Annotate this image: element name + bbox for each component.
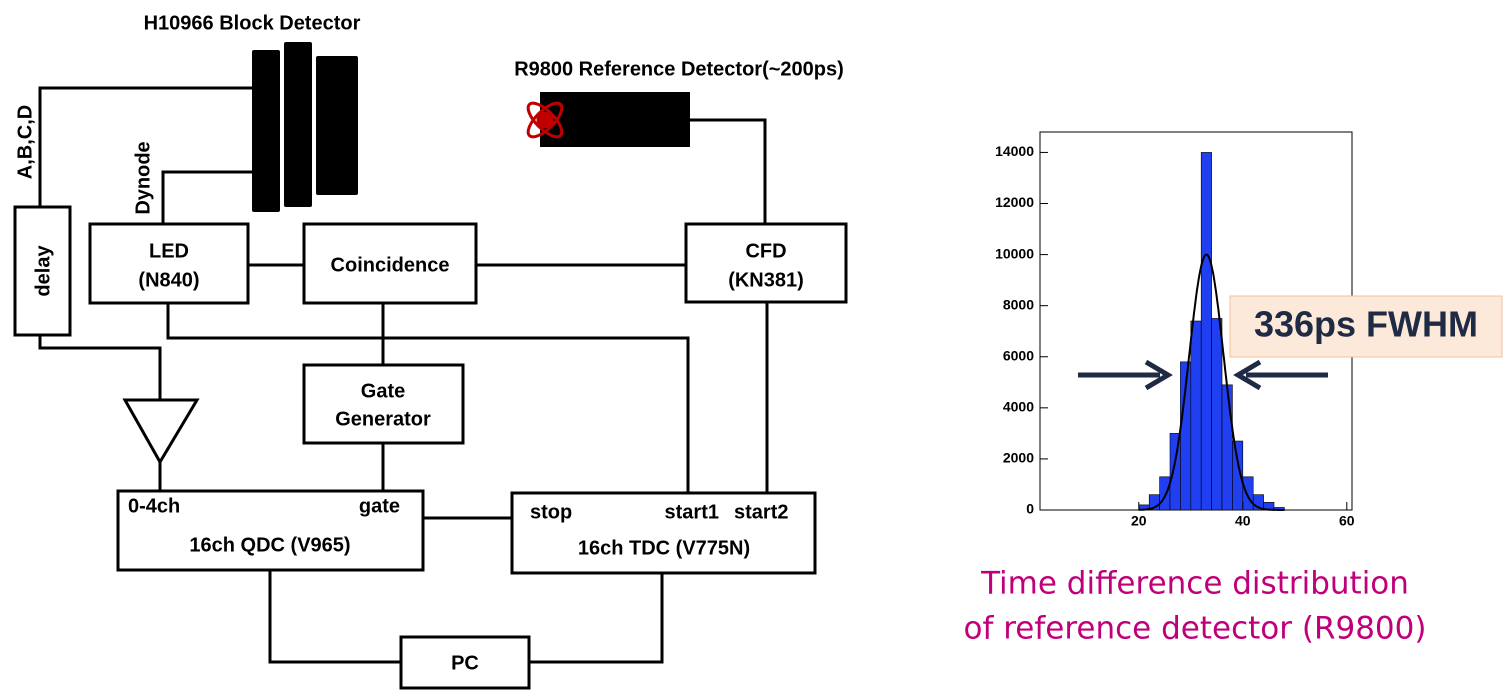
label: R9800 Reference Detector(~200ps) [514, 58, 844, 80]
led-box [88, 222, 250, 305]
label: stop [530, 501, 572, 523]
y-tick-label: 14000 [995, 143, 1034, 159]
y-tick-label: 2000 [1003, 450, 1034, 466]
cfd-box [684, 222, 848, 304]
label: 16ch QDC (V965) [189, 534, 350, 556]
y-tick-label: 8000 [1003, 296, 1034, 312]
x-tick-label: 40 [1235, 513, 1251, 529]
bar [1200, 152, 1212, 511]
label: Gate [361, 380, 405, 402]
fit-curve [1138, 253, 1285, 511]
tdc-box [510, 491, 817, 575]
label: 0-4ch [128, 495, 180, 517]
label: Coincidence [331, 254, 450, 276]
annotations: 336ps FWHM Time difference distribution … [964, 295, 1503, 647]
reference-detector [540, 92, 690, 147]
x-tick-label: 60 [1339, 513, 1355, 529]
gate-generator-box [302, 363, 465, 445]
detector-block [252, 50, 280, 212]
diagram: H10966 Block Detector R9800 Reference De… [13, 12, 848, 690]
label: 16ch TDC (V775N) [578, 537, 750, 559]
qdc-box [116, 489, 425, 572]
label: CFD [745, 240, 786, 262]
label: (N840) [138, 269, 199, 291]
y-tick-label: 10000 [995, 245, 1034, 261]
y-tick-label: 4000 [1003, 399, 1034, 415]
histogram: 0 2000 4000 6000 8000 10000 12000 14000 20 40 60 [995, 131, 1355, 529]
label: start1 [665, 501, 719, 523]
pc-box [399, 635, 531, 690]
bar [1211, 318, 1223, 511]
label: delay [32, 245, 54, 297]
y-tick-label: 12000 [995, 194, 1034, 210]
label: Generator [335, 408, 431, 430]
delay-box [13, 205, 72, 337]
label: gate [359, 495, 400, 517]
coincidence-box [302, 222, 478, 305]
annotation: 336ps FWHM [1254, 304, 1478, 345]
y-tick-label: 0 [1026, 501, 1034, 517]
label: start2 [734, 501, 788, 523]
caption: Time difference distribution [980, 566, 1409, 602]
detector-block [316, 56, 358, 195]
wires [38, 86, 769, 664]
bar [1242, 476, 1254, 511]
label: Dynode [132, 141, 154, 214]
amplifier [122, 398, 200, 465]
annotation-box [1229, 295, 1503, 358]
bar [1190, 320, 1202, 511]
label: (KN381) [728, 269, 804, 291]
y-tick-label: 6000 [1003, 347, 1034, 363]
label: A,B,C,D [14, 105, 36, 179]
detector-block [284, 42, 312, 207]
label: H10966 Block Detector [144, 12, 361, 34]
bar [1159, 476, 1171, 511]
bar [1221, 384, 1233, 511]
label: PC [451, 652, 479, 674]
caption: of reference detector (R9800) [964, 611, 1427, 647]
fwhm-arrows [1078, 359, 1328, 391]
bar [1232, 440, 1244, 511]
label: LED [149, 240, 189, 262]
source-icon [526, 101, 564, 139]
x-tick-label: 20 [1131, 513, 1147, 529]
